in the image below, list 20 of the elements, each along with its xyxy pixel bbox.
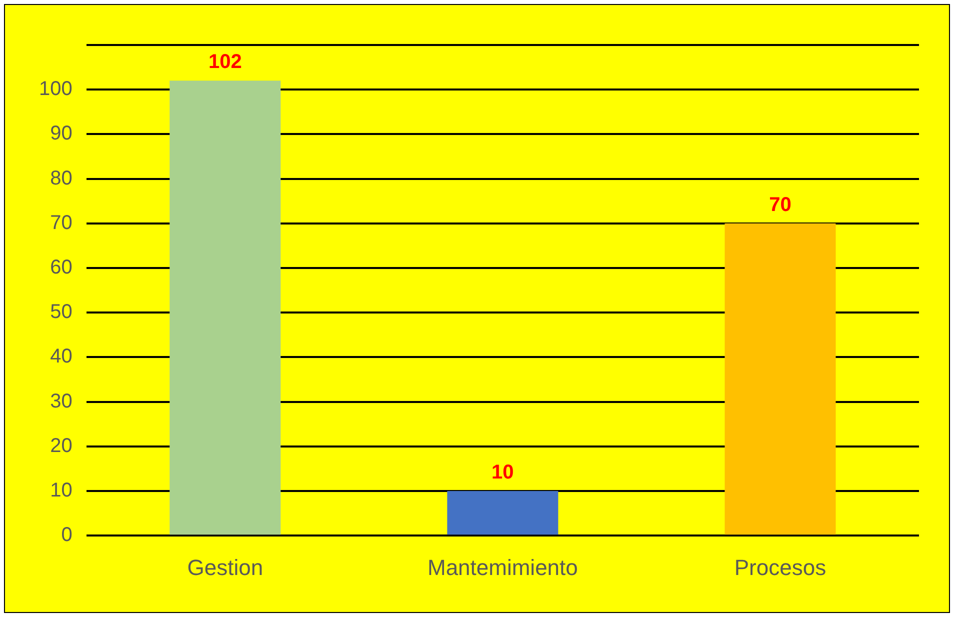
y-tick-label: 80 xyxy=(50,167,72,190)
bar xyxy=(724,223,836,535)
y-tick-label: 30 xyxy=(50,390,72,412)
y-tick-label: 70 xyxy=(50,212,72,234)
y-tick-label: 20 xyxy=(50,434,72,457)
x-tick-label: Gestion xyxy=(187,554,264,580)
bar xyxy=(447,491,558,535)
data-label: 10 xyxy=(492,462,514,484)
y-tick-label: 0 xyxy=(61,524,72,546)
bar xyxy=(170,80,281,535)
y-tick-label: 40 xyxy=(50,346,72,368)
y-tick-label: 90 xyxy=(50,122,72,145)
data-label: 102 xyxy=(208,51,242,74)
data-label: 70 xyxy=(769,194,792,216)
y-tick-label: 10 xyxy=(50,480,72,502)
y-tick-label: 60 xyxy=(50,256,72,279)
x-tick-label: Mantemimiento xyxy=(427,554,578,580)
x-tick-label: Procesos xyxy=(734,554,826,580)
y-tick-label: 50 xyxy=(50,301,72,324)
y-tick-label: 100 xyxy=(38,78,72,100)
